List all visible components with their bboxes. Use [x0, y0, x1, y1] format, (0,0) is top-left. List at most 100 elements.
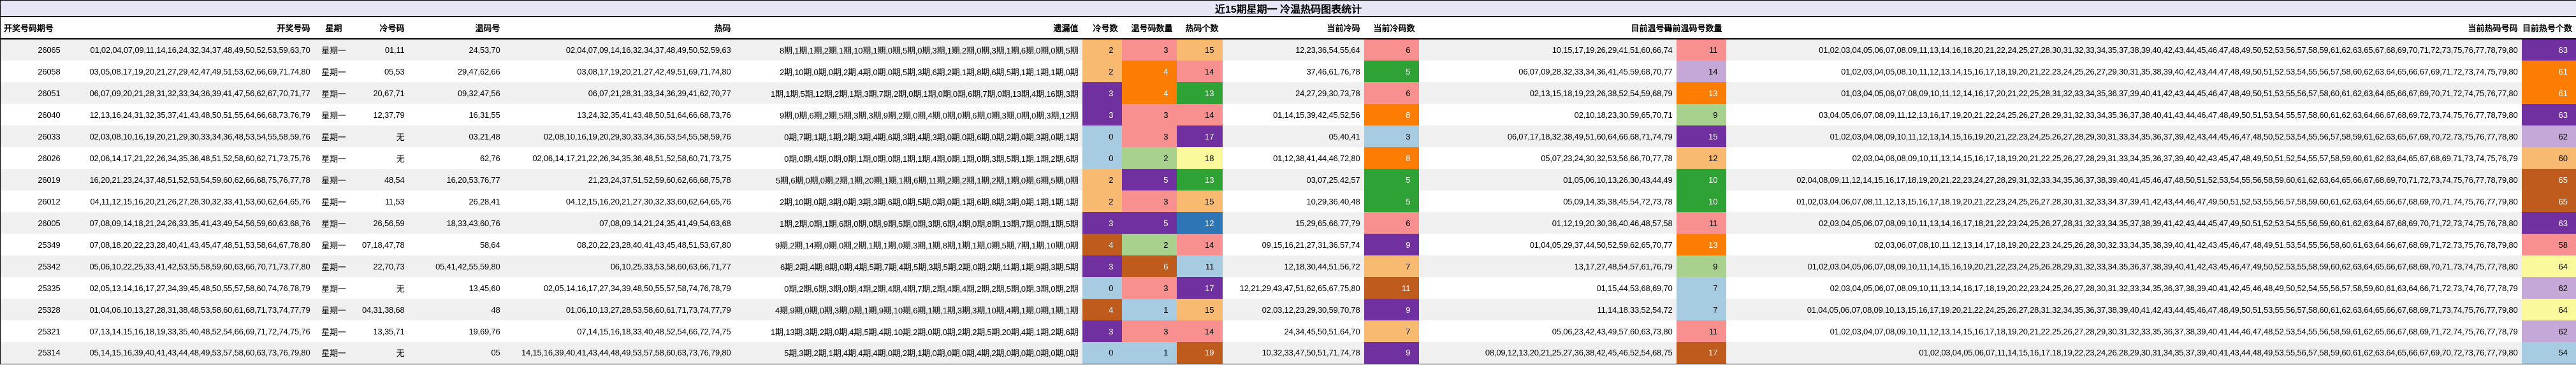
cell-cur_cold: 01,14,15,39,42,45,52,56	[1273, 110, 1360, 120]
cell-cold_n: 3	[1082, 255, 1122, 277]
page-title: 近15期星期一 冷温热码图表统计	[0, 0, 2576, 17]
table-row: 25349 07,08,18,20,22,23,28,40,41,43,45,47…	[1, 234, 2576, 255]
col-header-label: 开奖号码	[277, 24, 310, 33]
cell-cold_n: 0	[1082, 342, 1122, 364]
cell-cur_hot: 01,02,03,04,08,09,10,11,12,13,14,15,16,1…	[1726, 125, 2522, 147]
cell-cold_n: 3	[1082, 104, 1122, 125]
cell-cur_hot_n: 63	[2521, 104, 2576, 125]
cell-warm_n: 5	[1121, 212, 1177, 234]
cell-hot: 08,20,22,23,28,40,41,43,45,48,51,53,67,8…	[577, 240, 731, 250]
cell-cold: 无	[353, 125, 409, 147]
col-header-label: 温号码数量	[1131, 24, 1173, 33]
cell-week: 星期一	[314, 212, 354, 234]
cell-warm: 16,31,55	[469, 110, 500, 120]
cell-cur_hot: 01,02,03,04,06,07,08,11,12,13,15,16,17,1…	[1796, 196, 2518, 206]
cell-cur_cold_n: 11	[1364, 277, 1419, 299]
cell-omit: 4期,9期,0期,0期,3期,0期,1期,9期,10期,6期,1期,1期,3期,…	[734, 299, 1082, 320]
col-header-issue: 开奖号码期号	[0, 17, 64, 39]
cell-week: 星期一	[321, 240, 346, 250]
cell-hot: 06,07,21,28,31,33,34,36,39,41,62,70,77	[504, 82, 735, 104]
cell-hot: 01,06,10,13,27,28,53,58,60,61,71,73,74,7…	[504, 299, 735, 320]
cell-draw: 03,05,08,17,19,20,21,27,29,42,47,49,51,5…	[89, 66, 310, 76]
cell-cold: 11,53	[384, 196, 405, 206]
cell-cur_hot_n: 64	[2521, 299, 2576, 320]
cell-warm: 19,69,76	[469, 326, 500, 336]
cell-cold: 01,11	[353, 39, 409, 61]
cell-cur_hot: 01,02,03,04,07,08,09,10,11,12,13,14,15,1…	[1830, 326, 2518, 336]
cell-cold_n: 2	[1082, 61, 1122, 82]
cell-warm_n: 4	[1121, 82, 1177, 104]
cell-issue: 25321	[38, 326, 61, 336]
cell-cur_cold: 01,12,38,41,44,46,72,80	[1273, 153, 1360, 163]
col-header-label: 当前热码号码	[2468, 24, 2518, 33]
cell-cur_hot_n: 62	[2521, 320, 2576, 342]
cell-omit: 6期,2期,4期,8期,0期,4期,5期,7期,4期,5期,3期,5期,2期,0…	[734, 255, 1082, 277]
cell-hot: 02,08,10,16,19,20,29,30,33,34,36,53,54,5…	[504, 125, 735, 147]
cell-cur_warm_n: 9	[1676, 255, 1726, 277]
cell-hot_n: 15	[1176, 299, 1223, 320]
cell-warm: 29,47,62,66	[458, 66, 500, 76]
cell-warm_n: 5	[1121, 169, 1177, 190]
col-header-label: 目前温码号数量	[1664, 24, 1722, 33]
cell-issue: 25335	[38, 283, 61, 293]
cell-cur_hot: 03,04,05,06,07,08,09,11,12,13,16,17,19,2…	[1819, 110, 2518, 120]
col-header-cur_cold_n: 当前冷码数	[1364, 17, 1419, 39]
cell-hot: 02,04,07,09,14,16,32,34,37,48,49,50,52,5…	[504, 39, 735, 61]
cell-issue: 25328	[0, 299, 64, 320]
cell-warm: 58,64	[479, 240, 500, 250]
cell-cold_n: 4	[1082, 299, 1122, 320]
col-header-draw: 开奖号码	[64, 17, 314, 39]
cell-hot_n: 15	[1176, 190, 1223, 212]
cell-cur_hot: 01,02,03,04,05,06,07,08,09,10,11,14,15,1…	[1726, 255, 2522, 277]
cell-cold: 26,56,59	[353, 212, 409, 234]
cell-warm: 48	[408, 299, 504, 320]
cell-warm: 24,53,70	[408, 39, 504, 61]
cell-draw: 02,06,14,17,21,22,26,34,35,36,48,51,52,5…	[89, 153, 310, 163]
cell-week: 星期一	[314, 299, 354, 320]
table-row: 26040 12,13,16,24,31,32,35,37,41,43,48,50…	[1, 104, 2576, 125]
cell-cur_cold: 03,07,25,42,57	[1222, 169, 1364, 190]
cell-cur_warm: 06,07,17,18,32,38,49,51,60,64,66,68,71,7…	[1418, 125, 1677, 147]
cell-hot_n: 14	[1176, 320, 1223, 342]
col-header-cur_hot: 当前热码号码	[1726, 17, 2522, 39]
table-row: 26065 01,02,04,07,09,11,14,16,24,32,34,37…	[0, 39, 2576, 61]
cell-week: 星期一	[314, 82, 354, 104]
cell-cur_cold: 05,40,41	[1222, 125, 1364, 147]
cell-warm_n: 6	[1121, 255, 1177, 277]
cell-cur_cold_n: 9	[1364, 234, 1419, 255]
col-header-cold_n: 冷号数	[1082, 17, 1122, 39]
cell-issue: 26040	[38, 110, 61, 120]
cell-cur_cold_n: 5	[1364, 61, 1419, 82]
cell-cur_warm: 05,07,23,24,30,32,53,56,66,70,77,78	[1541, 153, 1673, 163]
table-row: 25335 02,05,13,14,16,17,27,34,39,45,48,50…	[1, 277, 2576, 299]
cell-hot: 13,24,32,35,41,43,48,50,51,64,66,68,73,7…	[577, 110, 731, 120]
cell-cold_n: 2	[1082, 39, 1122, 61]
cell-cur_warm: 13,17,27,48,54,57,61,76,79	[1418, 255, 1677, 277]
cell-cold: 05,53	[384, 66, 405, 76]
cell-cur_cold_n: 6	[1364, 39, 1419, 61]
col-header-warm_n: 温号码数量	[1121, 17, 1177, 39]
cell-week: 星期一	[321, 67, 346, 77]
cell-cur_warm: 06,07,09,28,32,33,34,36,41,45,59,68,70,7…	[1518, 66, 1673, 76]
cell-cur_warm: 01,04,05,29,37,44,50,52,59,62,65,70,77	[1529, 240, 1673, 250]
table-row: 26012 04,11,12,15,16,20,21,26,27,28,30,32…	[1, 190, 2576, 212]
table-row: 26005 07,08,09,14,18,21,24,26,33,35,41,43…	[0, 212, 2576, 234]
table-row: 26019 16,20,21,23,24,37,48,51,52,53,54,59…	[0, 169, 2576, 190]
cell-cur_warm_n: 11	[1676, 212, 1726, 234]
cell-cur_warm_n: 14	[1676, 61, 1726, 82]
cell-warm: 16,20,53,76,77	[408, 169, 504, 190]
col-header-label: 星期	[325, 24, 342, 33]
col-header-label: 冷号码	[379, 24, 405, 33]
col-header-label: 温码号	[475, 24, 500, 33]
cell-warm: 09,32,47,56	[408, 82, 504, 104]
cell-issue: 25314	[0, 342, 64, 364]
cell-omit: 5期,3期,2期,1期,4期,4期,4期,0期,2期,1期,0期,0期,0期,4…	[734, 342, 1082, 364]
table-row: 26058 03,05,08,17,19,20,21,27,29,42,47,49…	[1, 61, 2576, 82]
cell-cur_cold_n: 9	[1364, 342, 1419, 364]
cell-cur_hot: 02,03,04,05,06,07,08,09,10,11,13,14,16,1…	[1830, 283, 2518, 293]
cell-issue: 26058	[38, 66, 61, 76]
table-row: 26033 02,03,08,10,16,19,20,21,29,30,33,34…	[0, 125, 2576, 147]
cell-cur_hot: 01,02,03,04,05,06,07,08,09,11,13,14,16,1…	[1726, 39, 2522, 61]
cell-cur_warm_n: 11	[1676, 320, 1726, 342]
col-header-label: 遗漏值	[1053, 24, 1079, 33]
